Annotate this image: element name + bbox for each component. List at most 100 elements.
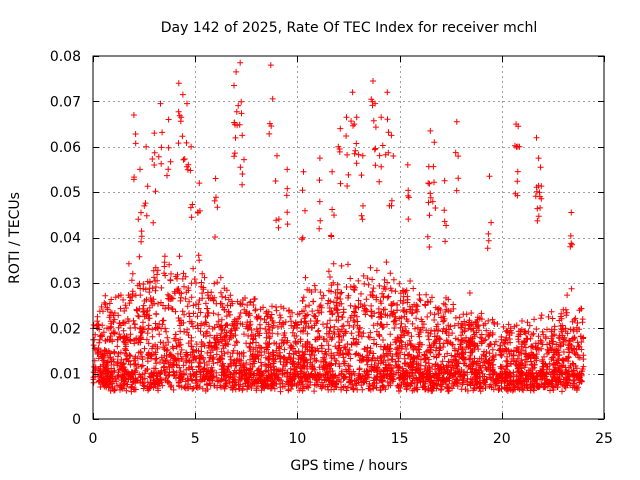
data-point (218, 289, 224, 296)
data-point (237, 320, 244, 327)
data-point (177, 368, 184, 375)
data-point (449, 330, 456, 337)
data-point (425, 360, 432, 367)
data-point (431, 333, 438, 340)
data-point (549, 315, 556, 322)
data-point (397, 290, 404, 297)
data-point (103, 365, 110, 372)
data-point (158, 284, 165, 291)
data-point (316, 155, 323, 162)
data-point (314, 381, 321, 388)
data-point (160, 317, 167, 324)
data-point (433, 323, 440, 330)
data-point (287, 356, 294, 363)
data-point (550, 387, 557, 393)
data-point (406, 337, 413, 344)
data-point (280, 305, 287, 312)
data-point (299, 298, 306, 304)
x-tick-label: 10 (288, 431, 306, 447)
data-point (123, 387, 130, 394)
data-point (254, 367, 261, 374)
data-point (409, 309, 416, 316)
data-point (568, 209, 575, 216)
data-point (190, 310, 197, 317)
data-point (353, 160, 360, 167)
data-point (364, 344, 371, 351)
data-point (520, 362, 526, 369)
y-tick-labels: 0 0.01 0.02 0.03 0.04 0.05 0.06 0.07 0.08 (50, 49, 81, 428)
data-point (349, 381, 356, 388)
data-point (373, 328, 380, 335)
data-point (325, 386, 332, 393)
data-point (358, 333, 365, 340)
data-point (214, 204, 221, 211)
data-point (401, 313, 408, 320)
data-point (308, 344, 315, 351)
data-point (345, 351, 352, 358)
data-point (503, 348, 509, 355)
data-point (327, 317, 333, 324)
data-point (448, 352, 455, 359)
data-point (373, 341, 380, 348)
data-point (204, 350, 211, 356)
data-point (282, 334, 289, 341)
data-point (190, 323, 196, 330)
data-point (440, 318, 447, 325)
data-point (432, 205, 439, 211)
y-tick-label: 0.04 (50, 231, 81, 247)
data-point (554, 360, 561, 367)
data-point (524, 319, 531, 326)
data-point (340, 375, 347, 382)
data-point (127, 361, 134, 368)
data-point (193, 376, 200, 383)
data-point (133, 336, 140, 343)
data-point (574, 320, 581, 326)
data-point (429, 294, 435, 301)
data-point (535, 155, 542, 162)
data-point (447, 308, 454, 315)
data-point (488, 219, 495, 226)
data-point (365, 333, 372, 340)
data-point (537, 315, 544, 322)
data-point (287, 365, 294, 372)
data-point (150, 377, 157, 384)
data-point (269, 303, 275, 310)
data-point (167, 158, 174, 165)
data-point (343, 328, 350, 335)
data-point (371, 355, 377, 362)
data-point (407, 278, 414, 284)
data-point (571, 334, 578, 341)
data-point (165, 302, 172, 309)
data-point (360, 356, 367, 363)
data-point (240, 349, 247, 356)
data-point (444, 366, 451, 373)
data-point (332, 343, 339, 350)
data-point (370, 285, 377, 292)
data-point (151, 274, 157, 281)
data-point (188, 294, 195, 301)
data-point (372, 364, 379, 371)
data-point (115, 312, 122, 319)
data-point (242, 310, 249, 317)
data-point (419, 318, 426, 325)
data-point (251, 360, 258, 367)
data-point (176, 342, 183, 349)
data-point (469, 349, 476, 355)
data-point (170, 361, 177, 368)
data-point (407, 340, 414, 347)
data-point (513, 362, 520, 369)
data-point (267, 376, 274, 383)
data-point (458, 386, 465, 393)
data-point (542, 333, 549, 340)
data-point (513, 322, 520, 329)
data-point (426, 212, 433, 219)
data-point (317, 302, 324, 309)
data-point (483, 366, 490, 373)
data-point (158, 367, 165, 374)
data-point (152, 349, 159, 356)
data-point (165, 295, 172, 302)
data-point (239, 171, 246, 177)
x-tick-label: 25 (595, 431, 613, 447)
data-point (126, 294, 133, 301)
data-point (313, 382, 320, 389)
